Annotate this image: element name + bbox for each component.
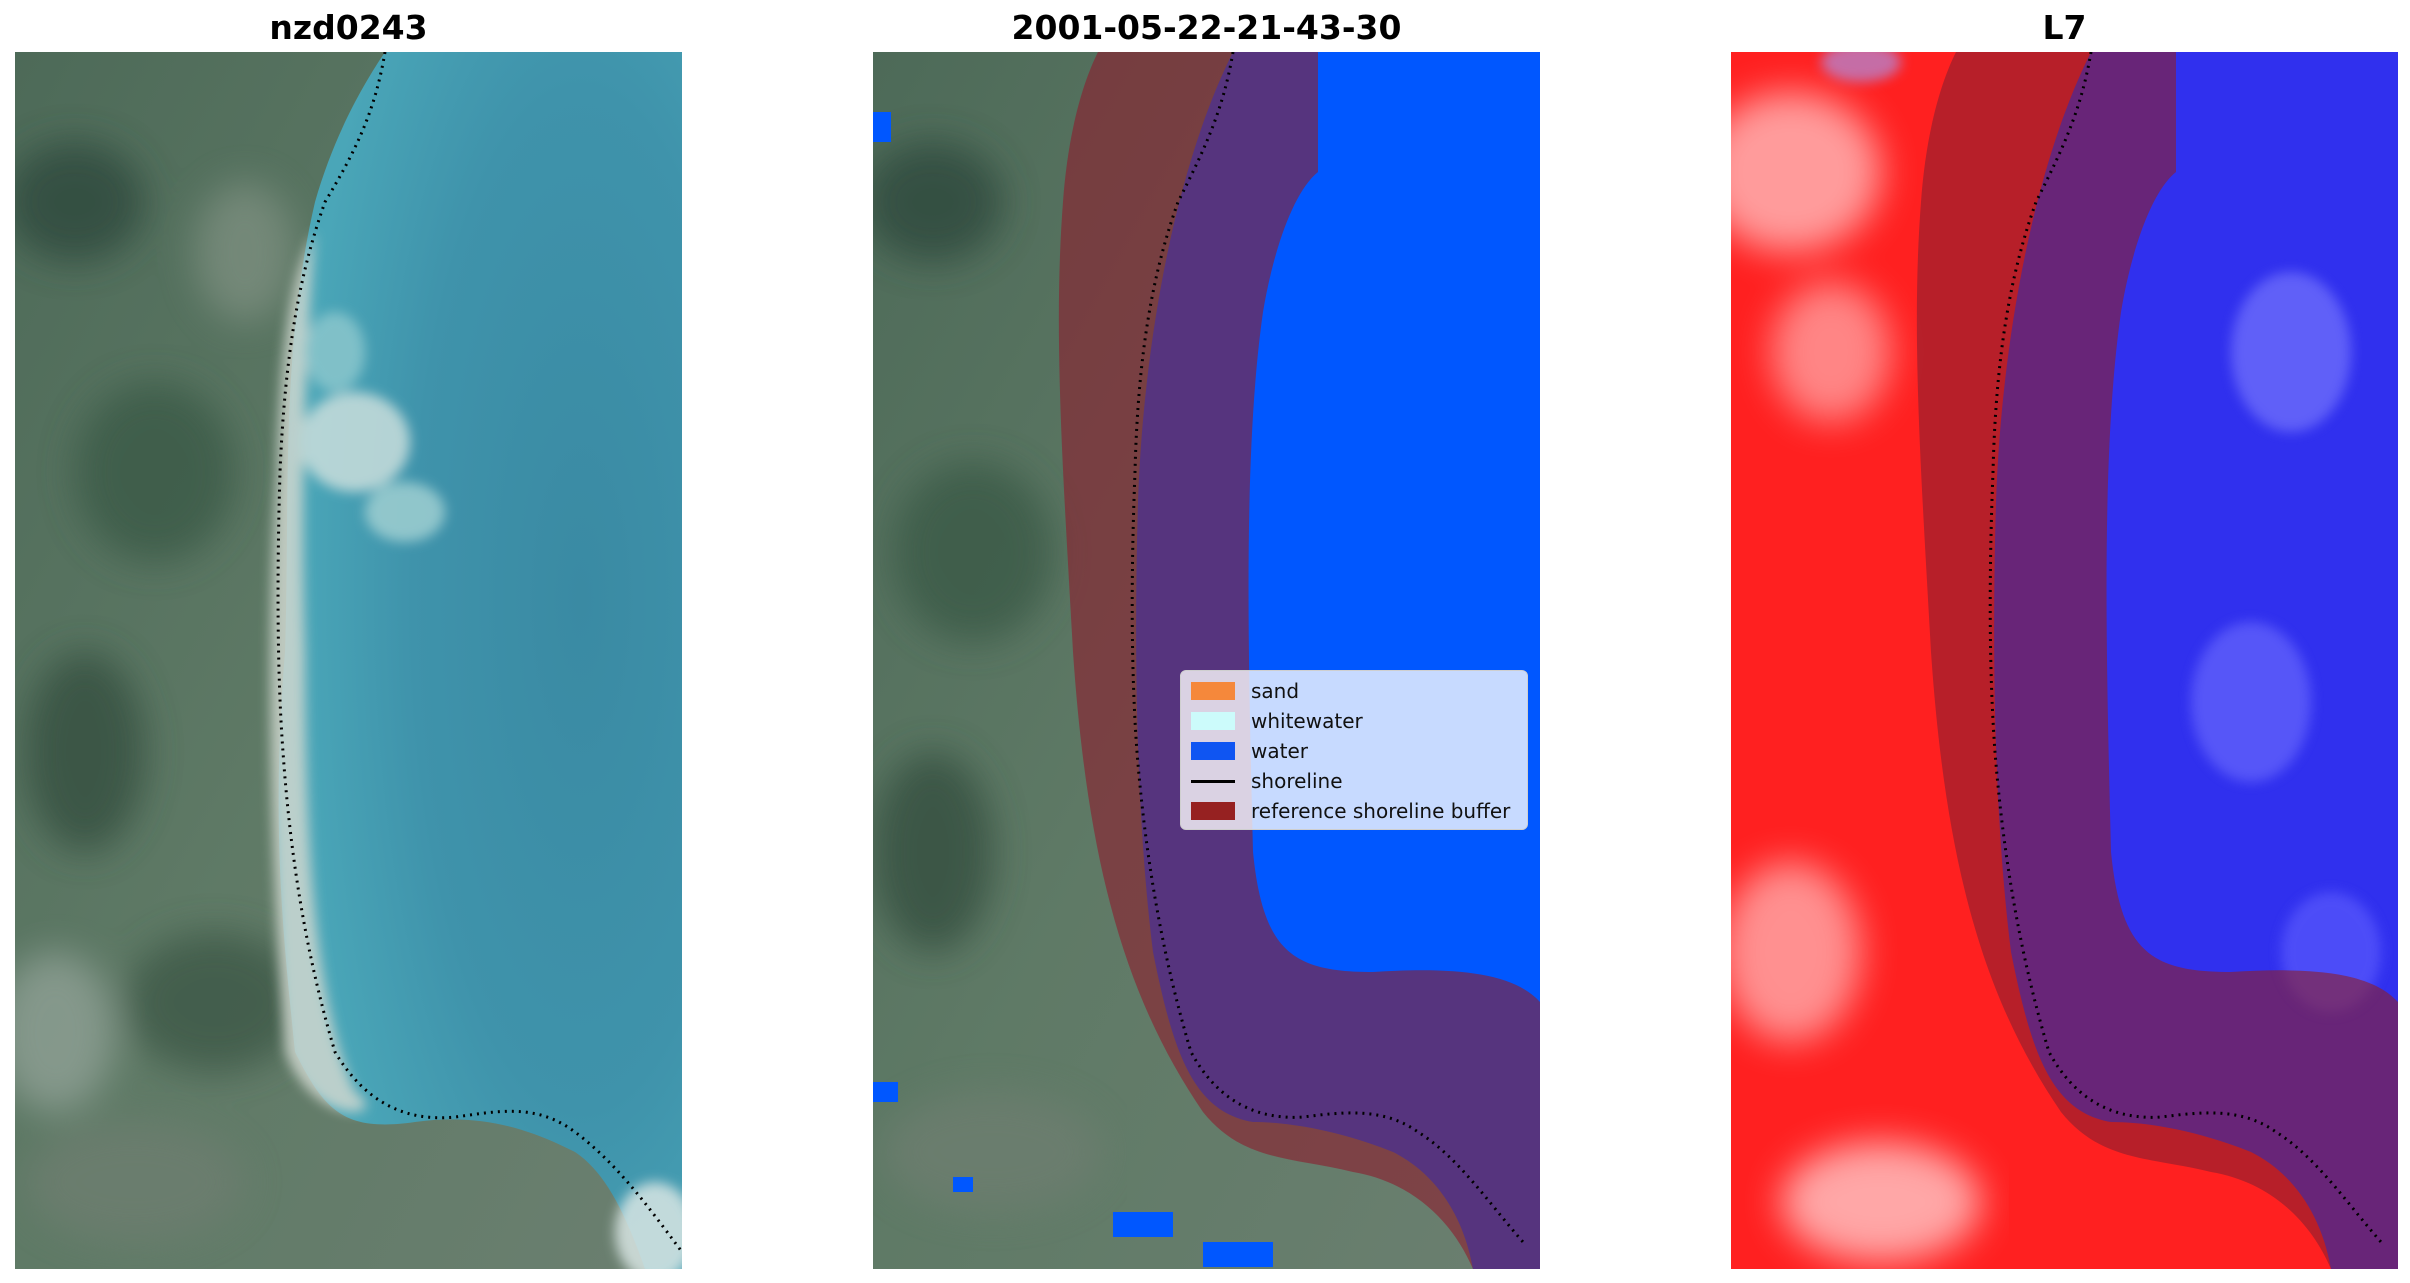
legend-line-shoreline: [1191, 779, 1235, 783]
legend-label-reference-buffer: reference shoreline buffer: [1251, 799, 1511, 823]
legend-swatch-whitewater: [1191, 712, 1235, 730]
legend-label-whitewater: whitewater: [1251, 709, 1363, 733]
legend-swatch-sand: [1191, 682, 1235, 700]
panel-title-index: L7: [2042, 8, 2087, 47]
legend-item-reference-buffer: reference shoreline buffer: [1191, 796, 1517, 826]
legend-item-shoreline: shoreline: [1191, 766, 1517, 796]
legend-label-shoreline: shoreline: [1251, 769, 1343, 793]
classified-image: [873, 52, 1540, 1269]
panel-title-rgb: nzd0243: [269, 8, 428, 47]
panel-title-classified: 2001-05-22-21-43-30: [1011, 8, 1402, 47]
legend: sand whitewater water shoreline referenc…: [1180, 670, 1528, 830]
legend-item-water: water: [1191, 736, 1517, 766]
legend-item-sand: sand: [1191, 676, 1517, 706]
rgb-image: [15, 52, 682, 1269]
legend-label-sand: sand: [1251, 679, 1300, 703]
legend-item-whitewater: whitewater: [1191, 706, 1517, 736]
legend-label-water: water: [1251, 739, 1308, 763]
index-image: [1731, 52, 2398, 1269]
legend-swatch-reference-buffer: [1191, 802, 1235, 820]
legend-swatch-water: [1191, 742, 1235, 760]
